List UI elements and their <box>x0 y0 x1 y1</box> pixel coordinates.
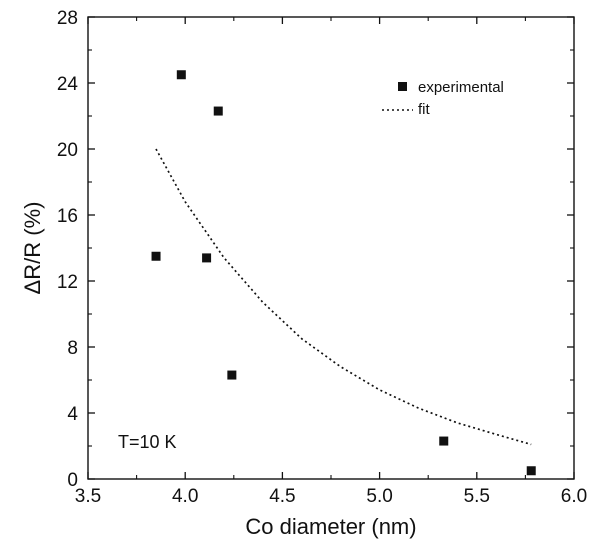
legend-experimental-label: experimental <box>418 79 504 96</box>
x-tick-label: 4.0 <box>172 486 198 507</box>
x-tick-label: 5.5 <box>464 486 490 507</box>
y-tick-label: 16 <box>57 206 78 227</box>
data-point <box>202 253 212 263</box>
x-tick-label: 5.0 <box>366 486 392 507</box>
x-tick-label: 6.0 <box>561 486 587 507</box>
legend-fit-label: fit <box>418 101 431 118</box>
fit-curve <box>155 148 532 446</box>
data-point <box>439 436 449 446</box>
y-tick-label: 28 <box>57 8 78 29</box>
y-tick-label: 8 <box>67 338 78 359</box>
x-tick-label: 3.5 <box>75 486 101 507</box>
y-tick-label: 0 <box>67 470 78 491</box>
legend: experimental fit <box>382 79 504 118</box>
data-point <box>213 106 223 116</box>
temperature-annotation: T=10 K <box>118 432 177 452</box>
experimental-series <box>151 70 536 476</box>
data-point <box>176 70 186 80</box>
y-tick-label: 24 <box>57 74 79 95</box>
x-axis-title: Co diameter (nm) <box>245 514 416 539</box>
y-axis-title: ΔR/R (%) <box>20 202 45 295</box>
legend-experimental-marker <box>398 82 407 91</box>
x-tick-label: 4.5 <box>269 486 295 507</box>
data-point <box>151 251 161 261</box>
data-point <box>227 370 237 380</box>
y-tick-label: 20 <box>57 140 78 161</box>
ticks-group: 3.5 4.0 4.5 5.0 5.5 6.0 0 4 8 12 16 20 24 28 <box>57 8 587 507</box>
y-tick-label: 12 <box>57 272 78 293</box>
data-point <box>526 466 536 476</box>
fit-series <box>155 148 532 446</box>
y-tick-label: 4 <box>67 404 78 425</box>
